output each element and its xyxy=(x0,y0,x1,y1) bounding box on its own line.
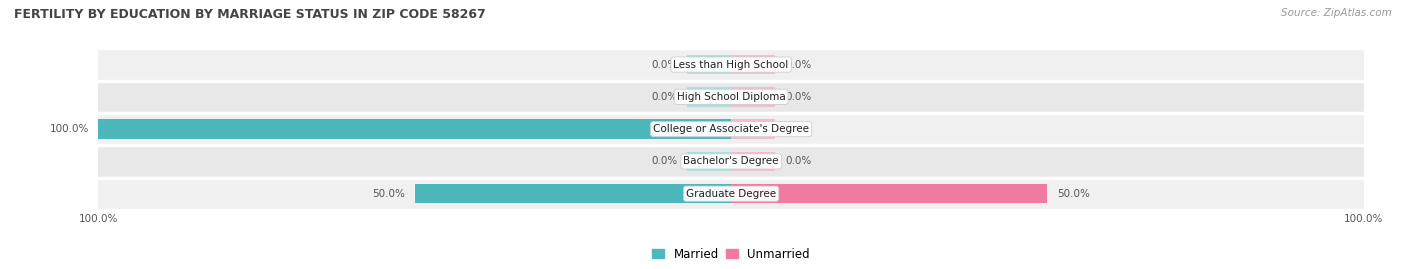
Bar xyxy=(686,55,731,74)
Text: Source: ZipAtlas.com: Source: ZipAtlas.com xyxy=(1281,8,1392,18)
Bar xyxy=(731,55,776,74)
Text: 50.0%: 50.0% xyxy=(1057,189,1090,199)
Bar xyxy=(686,87,731,107)
Text: 0.0%: 0.0% xyxy=(785,156,811,167)
Bar xyxy=(98,178,1364,210)
Bar xyxy=(415,184,731,203)
Bar xyxy=(98,119,731,139)
Text: College or Associate's Degree: College or Associate's Degree xyxy=(654,124,808,134)
Text: High School Diploma: High School Diploma xyxy=(676,92,786,102)
Text: 0.0%: 0.0% xyxy=(785,92,811,102)
Bar xyxy=(98,113,1364,145)
Text: 0.0%: 0.0% xyxy=(651,92,678,102)
Text: Bachelor's Degree: Bachelor's Degree xyxy=(683,156,779,167)
Text: Graduate Degree: Graduate Degree xyxy=(686,189,776,199)
Text: 0.0%: 0.0% xyxy=(651,59,678,70)
Legend: Married, Unmarried: Married, Unmarried xyxy=(648,243,814,265)
Bar xyxy=(98,81,1364,113)
Bar xyxy=(98,145,1364,178)
Text: 50.0%: 50.0% xyxy=(373,189,405,199)
Text: 0.0%: 0.0% xyxy=(785,124,811,134)
Text: 100.0%: 100.0% xyxy=(49,124,89,134)
Text: FERTILITY BY EDUCATION BY MARRIAGE STATUS IN ZIP CODE 58267: FERTILITY BY EDUCATION BY MARRIAGE STATU… xyxy=(14,8,486,21)
Bar xyxy=(98,48,1364,81)
Bar xyxy=(731,152,776,171)
Bar xyxy=(686,152,731,171)
Text: 0.0%: 0.0% xyxy=(785,59,811,70)
Bar xyxy=(731,87,776,107)
Text: Less than High School: Less than High School xyxy=(673,59,789,70)
Bar xyxy=(731,184,1047,203)
Bar xyxy=(731,119,776,139)
Text: 0.0%: 0.0% xyxy=(651,156,678,167)
